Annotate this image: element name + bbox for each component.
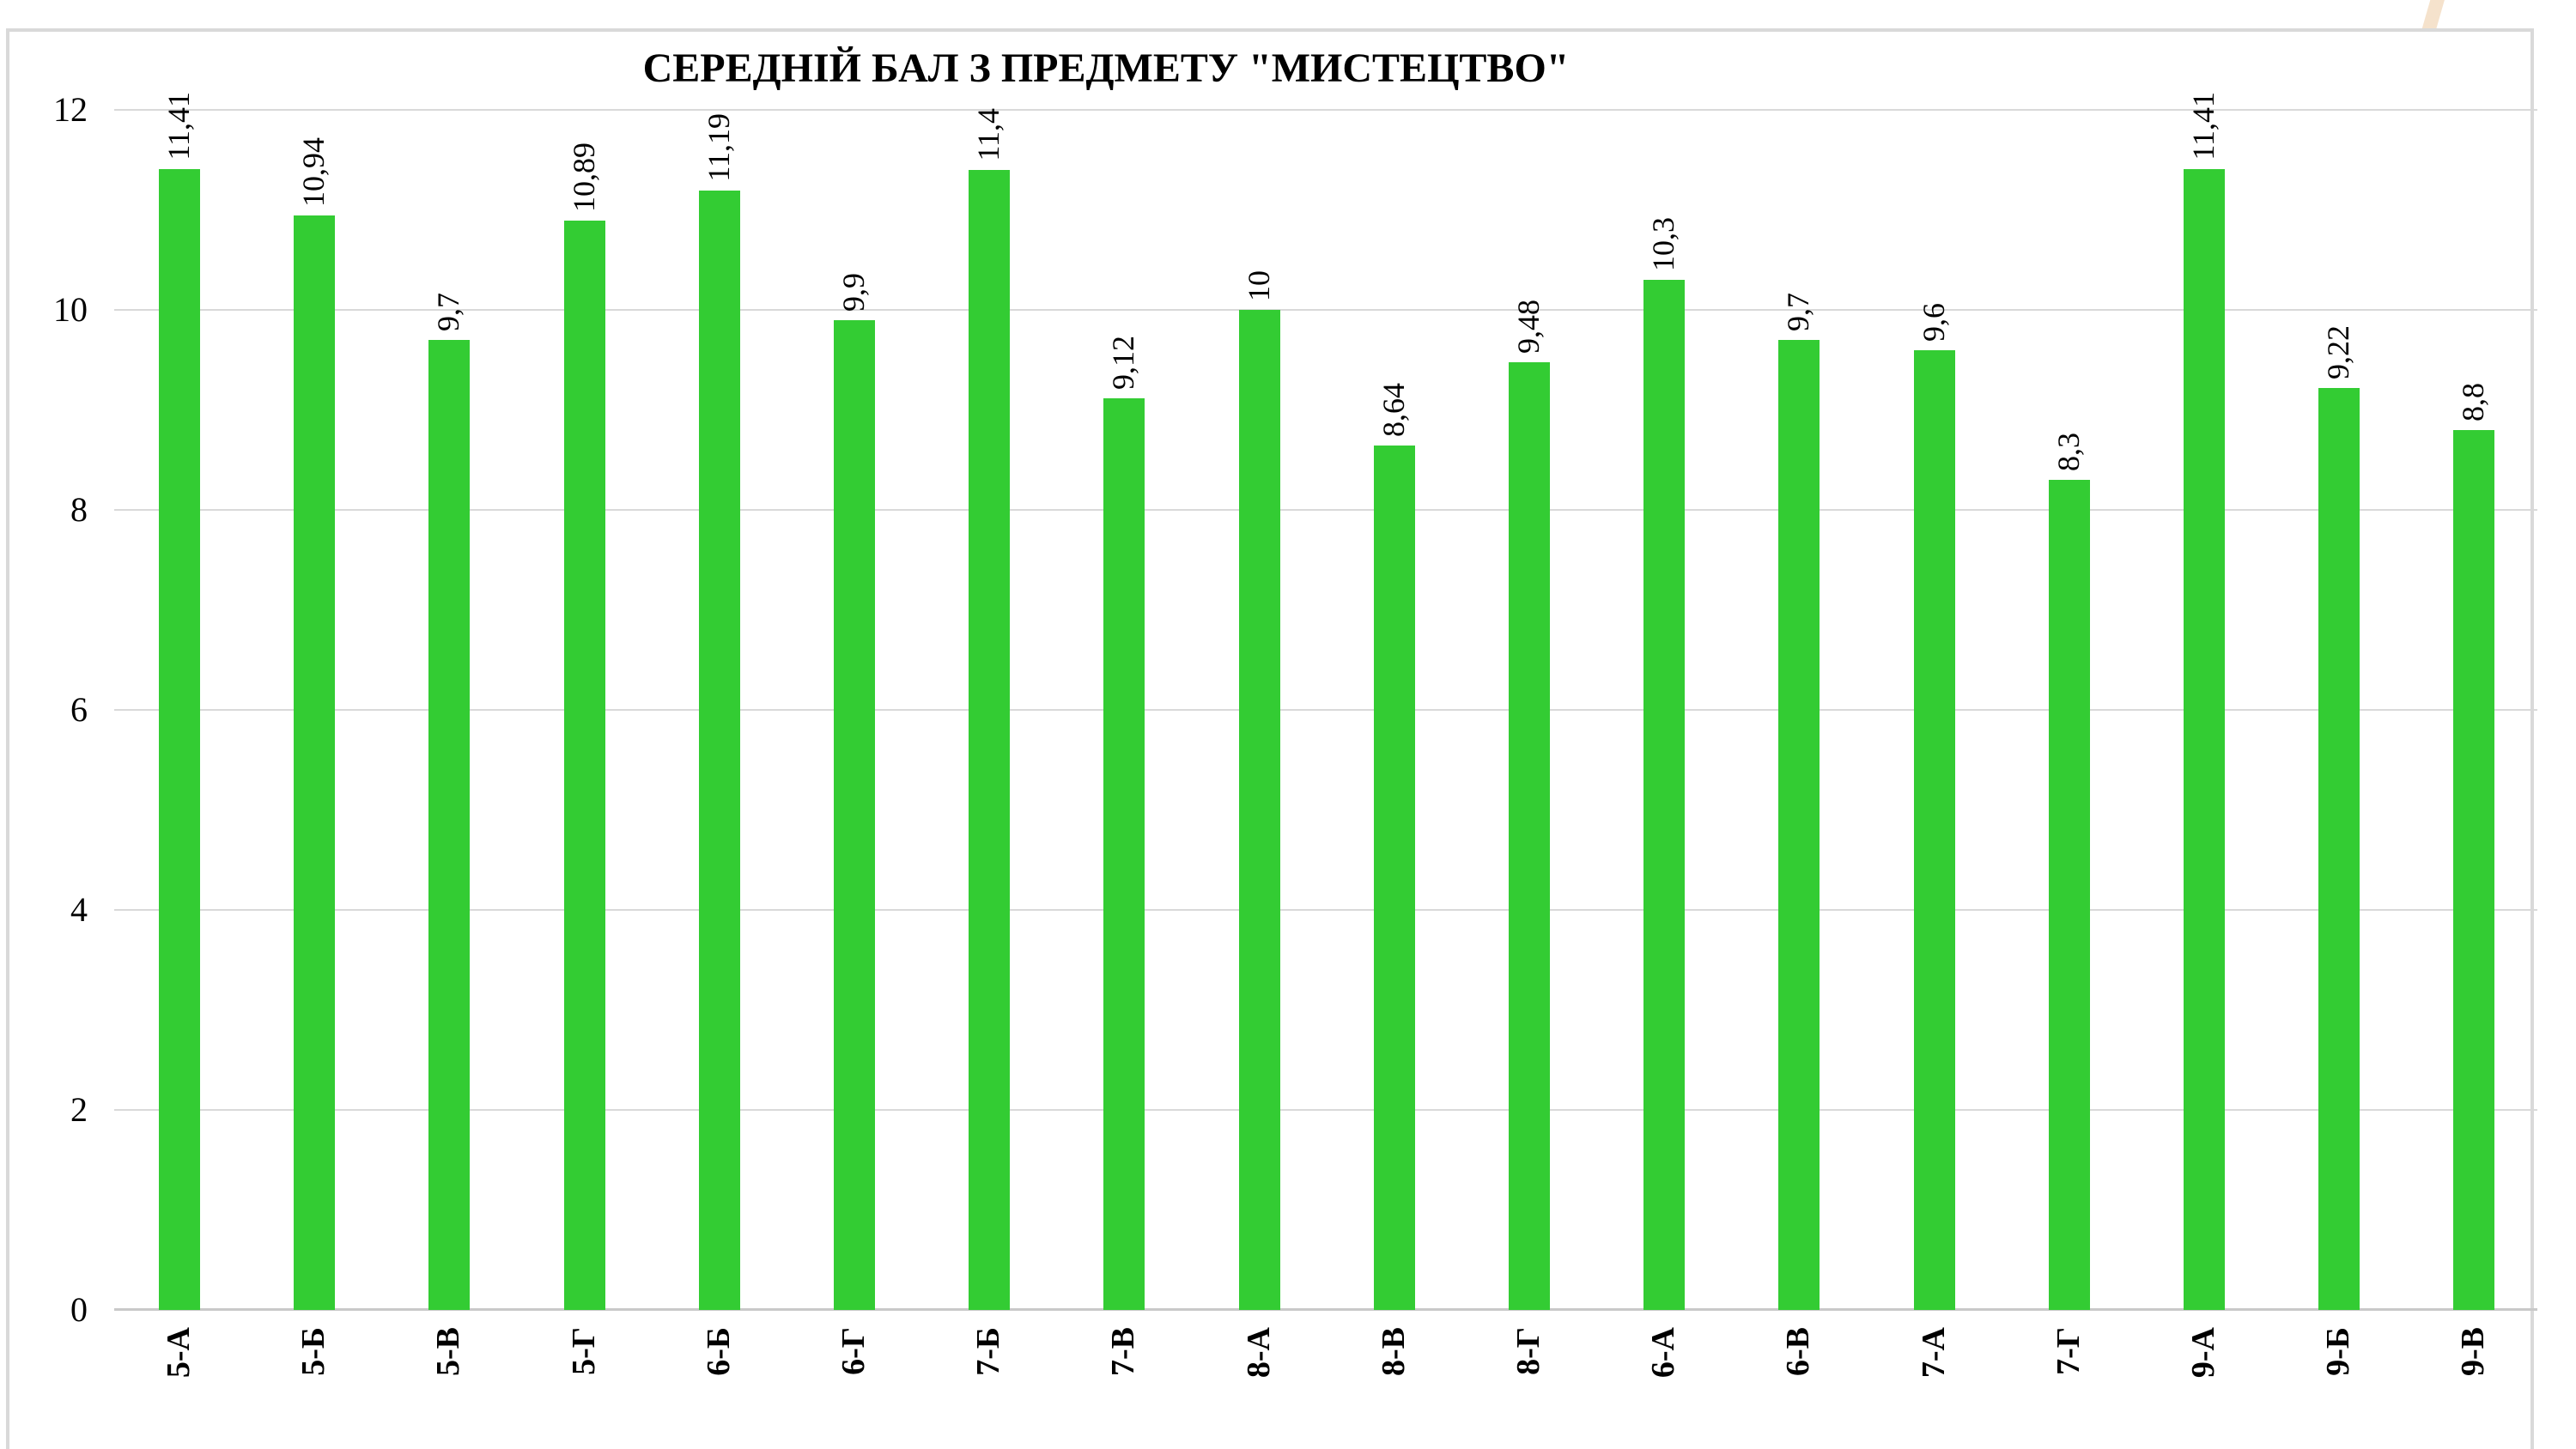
value-label-6-Г: 9,9	[836, 273, 872, 312]
value-label-6-Б: 11,19	[702, 113, 737, 182]
value-label-6-В: 9,7	[1781, 293, 1816, 331]
x-tick-label-5-В: 5-В	[430, 1327, 467, 1376]
x-tick-label-5-Б: 5-Б	[295, 1327, 332, 1376]
bar-9-Б	[2318, 388, 2360, 1310]
value-label-7-А: 9,6	[1917, 303, 1952, 342]
x-tick-label-7-А: 7-А	[1916, 1327, 1953, 1379]
bar-7-А	[1914, 350, 1955, 1310]
bar-5-В	[428, 340, 470, 1310]
value-label-7-Г: 8,3	[2051, 433, 2087, 471]
x-tick-label-6-А: 6-А	[1645, 1327, 1682, 1379]
x-tick-label-7-Г: 7-Г	[2050, 1327, 2087, 1375]
bar-9-В	[2453, 430, 2494, 1310]
gridline-y10	[114, 309, 2537, 311]
gridline-y2	[114, 1109, 2537, 1111]
x-tick-label-5-Г: 5-Г	[566, 1327, 603, 1375]
bar-7-В	[1103, 398, 1145, 1310]
value-label-5-А: 11,41	[161, 92, 197, 161]
y-tick-label-10: 10	[53, 290, 88, 329]
x-tick-label-6-Г: 6-Г	[835, 1327, 872, 1375]
x-tick-label-9-Б: 9-Б	[2320, 1327, 2357, 1376]
bar-5-А	[159, 169, 200, 1310]
x-tick-label-6-В: 6-В	[1780, 1327, 1817, 1376]
bar-9-А	[2184, 169, 2225, 1310]
value-label-5-Г: 10,89	[567, 142, 602, 212]
x-axis-line	[114, 1308, 2537, 1311]
bar-5-Б	[294, 215, 335, 1310]
bar-8-В	[1374, 446, 1415, 1310]
y-tick-label-8: 8	[70, 490, 88, 529]
gridline-y12	[114, 109, 2537, 111]
value-label-9-Б: 9,22	[2321, 325, 2356, 379]
bar-6-В	[1778, 340, 1820, 1310]
value-label-5-В: 9,7	[431, 293, 466, 331]
bar-8-А	[1239, 310, 1280, 1310]
x-tick-label-9-А: 9-А	[2185, 1327, 2222, 1379]
bar-7-Г	[2049, 480, 2090, 1310]
x-tick-label-8-Г: 8-Г	[1510, 1327, 1547, 1375]
gridline-y8	[114, 509, 2537, 511]
y-tick-label-6: 6	[70, 690, 88, 729]
value-label-7-В: 9,12	[1106, 336, 1141, 390]
gridline-y4	[114, 909, 2537, 911]
value-label-8-В: 8,64	[1376, 383, 1412, 437]
y-tick-label-12: 12	[53, 90, 88, 129]
y-tick-label-2: 2	[70, 1090, 88, 1129]
bar-6-Б	[699, 191, 740, 1310]
value-label-8-Г: 9,48	[1511, 300, 1546, 354]
gridline-y6	[114, 709, 2537, 711]
y-tick-label-0: 0	[70, 1290, 88, 1329]
value-label-9-В: 8,8	[2456, 383, 2491, 421]
bar-8-Г	[1509, 362, 1550, 1310]
x-tick-label-5-А: 5-А	[161, 1327, 197, 1379]
value-label-5-Б: 10,94	[296, 137, 331, 207]
bar-6-Г	[834, 320, 875, 1310]
value-label-8-А: 10	[1242, 270, 1277, 301]
value-label-9-А: 11,41	[2186, 92, 2221, 161]
chart-title: СЕРЕДНІЙ БАЛ З ПРЕДМЕТУ "МИСТЕЦТВО"	[642, 45, 1570, 91]
value-label-7-Б: 11,4	[971, 108, 1006, 161]
x-tick-label-7-В: 7-В	[1105, 1327, 1142, 1376]
bar-7-Б	[969, 170, 1010, 1310]
bar-6-А	[1643, 280, 1685, 1310]
y-tick-label-4: 4	[70, 890, 88, 929]
plot-area: 11,41 5-А 10,94 5-Б 9,7 5-В 10,89 5-Г 11,19 6-Б 9,…	[114, 92, 2537, 1378]
x-tick-label-8-А: 8-А	[1241, 1327, 1278, 1379]
x-tick-label-9-В: 9-В	[2455, 1327, 2492, 1376]
value-label-6-А: 10,3	[1646, 217, 1681, 271]
x-tick-label-8-В: 8-В	[1376, 1327, 1413, 1376]
x-tick-label-6-Б: 6-Б	[701, 1327, 738, 1376]
bar-5-Г	[564, 221, 605, 1310]
x-tick-label-7-Б: 7-Б	[970, 1327, 1007, 1376]
